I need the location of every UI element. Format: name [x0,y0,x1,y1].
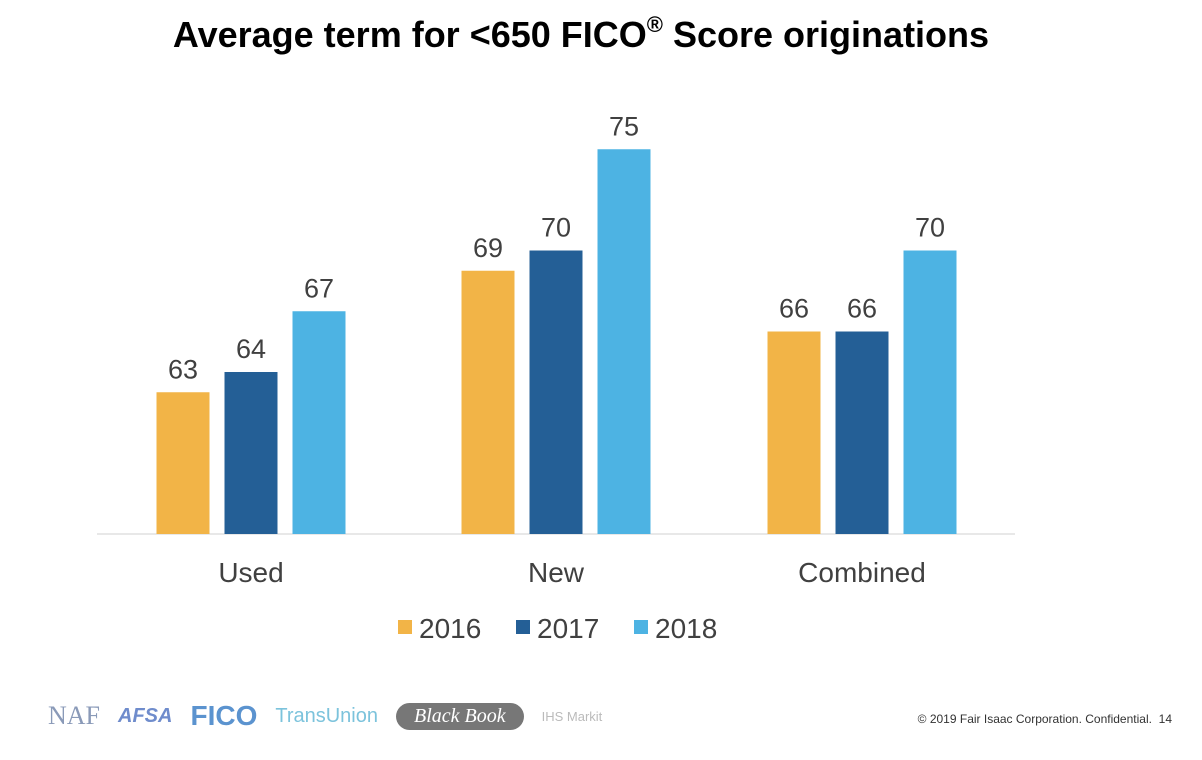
legend-swatch-2016 [398,620,412,634]
category-label: Used [218,557,283,588]
legend-label: 2016 [419,613,481,644]
data-label: 67 [304,273,334,303]
category-label: Combined [798,557,926,588]
data-label: 64 [236,334,266,364]
legend-label: 2018 [655,613,717,644]
footer: © 2019 Fair Isaac Corporation. Confident… [918,712,1172,726]
logo-black-book: Black Book [396,702,524,730]
legend-label: 2017 [537,613,599,644]
logo-transunion: TransUnion [275,704,378,727]
bar-used-2018 [292,311,346,534]
bar-new-2017 [529,250,583,534]
data-label: 70 [541,213,571,243]
bar-combined-2017 [835,331,889,534]
category-label: New [528,557,585,588]
logo-naf: NAF [48,701,101,730]
logo-afsa: AFSA [118,704,173,727]
logo-fico: FICO [190,700,258,731]
partner-logos: NAF AFSA FICO TransUnion Black Book IHS … [48,700,602,732]
bar-used-2016 [156,392,210,534]
data-label: 66 [847,294,877,324]
bar-new-2016 [461,270,515,534]
bar-combined-2016 [767,331,821,534]
title-text: Average term for <650 FICO [172,14,647,55]
data-label: 69 [473,233,503,263]
title-registered-mark: ® [646,12,663,37]
page-number: 14 [1158,712,1172,726]
copyright-text: © 2019 Fair Isaac Corporation. Confident… [917,712,1152,726]
bar-new-2018 [597,149,651,534]
legend-swatch-2017 [516,620,530,634]
data-label: 66 [779,294,809,324]
logo-ihs-markit: IHS Markit [541,708,603,724]
data-label: 75 [609,111,639,141]
bar-used-2017 [224,372,278,534]
data-label: 63 [168,354,198,384]
bar-combined-2018 [903,250,957,534]
data-label: 70 [915,213,945,243]
legend-swatch-2018 [634,620,648,634]
title-suffix: Score originations [663,14,990,55]
chart-title: Average term for <650 FICO® Score origin… [0,12,1162,56]
